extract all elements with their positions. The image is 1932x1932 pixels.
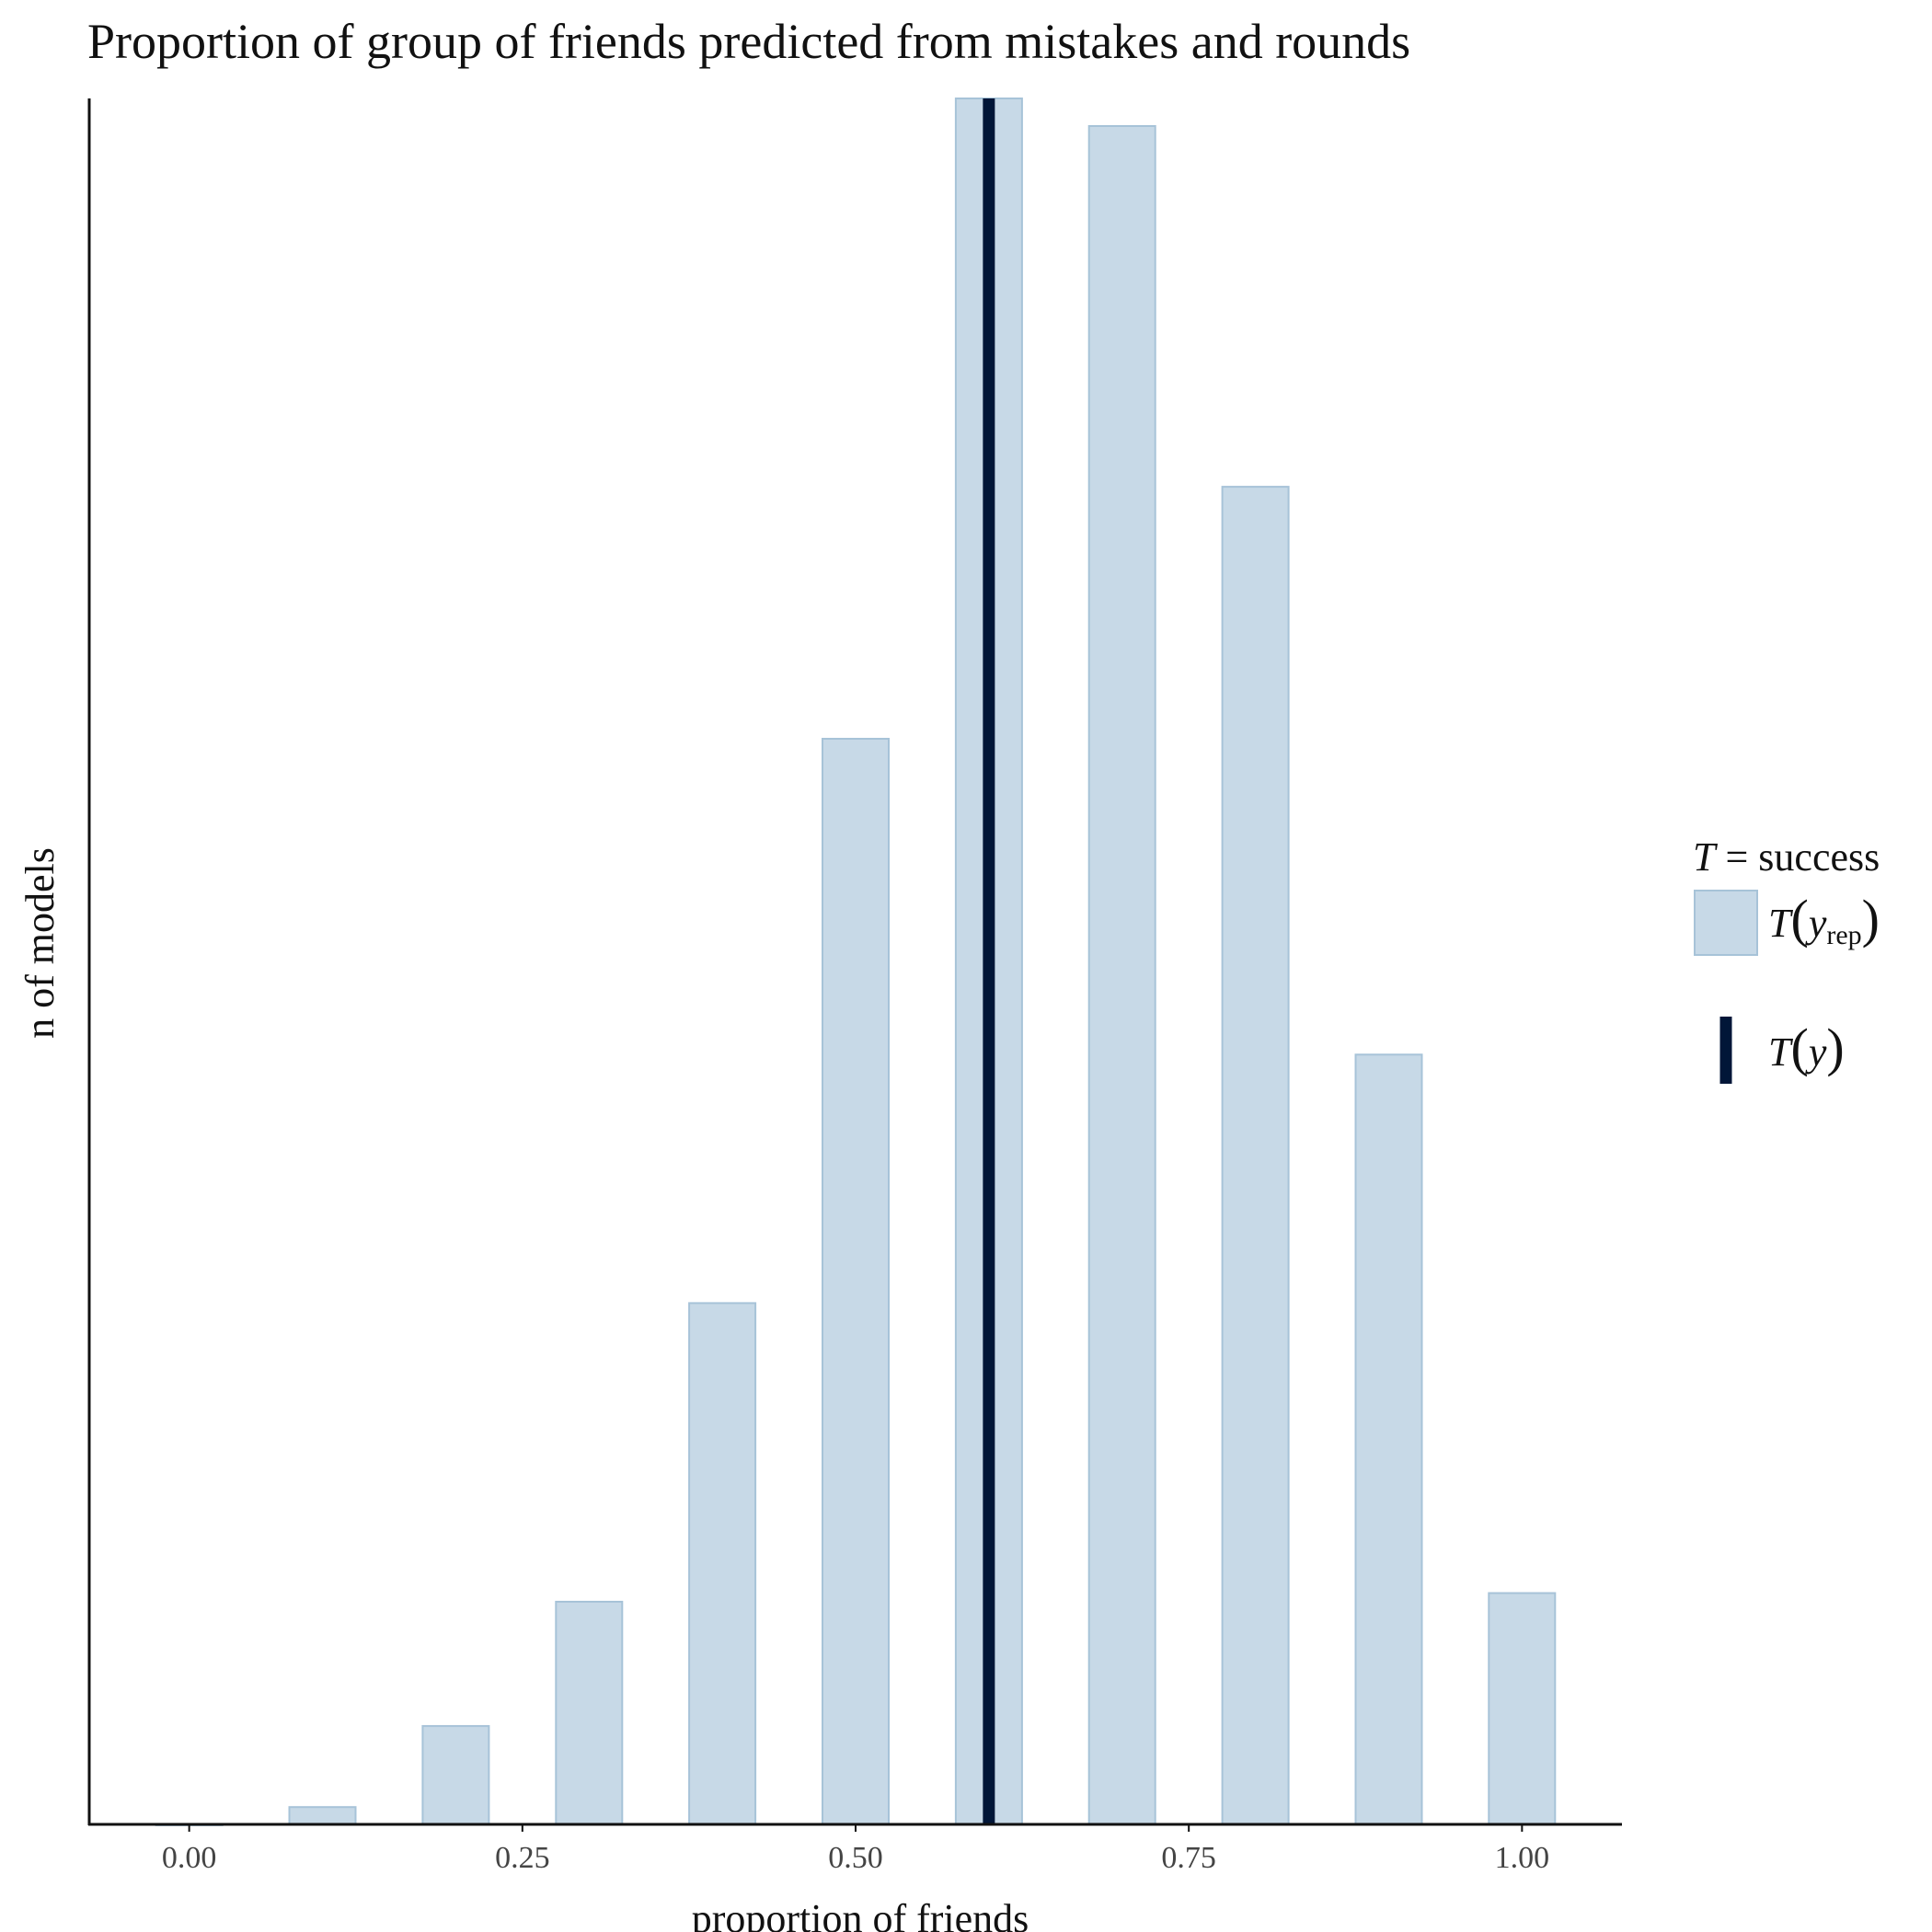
histogram-bar: [421, 1725, 490, 1825]
histogram-bar: [288, 1806, 357, 1825]
histogram-bar: [688, 1302, 757, 1825]
histogram-bar: [1488, 1592, 1557, 1825]
bars-group: [155, 98, 1557, 1826]
histogram-bar: [1087, 125, 1156, 1825]
legend-swatch-replicated: [1694, 890, 1758, 956]
legend-label-replicated: T(yrep): [1768, 889, 1880, 950]
legend-title-symbol: T: [1693, 834, 1719, 880]
x-tick-label: 0.00: [162, 1841, 217, 1875]
x-tick-label: 1.00: [1495, 1841, 1550, 1875]
x-tick-label: 0.50: [828, 1841, 883, 1875]
y-axis-title: n of models: [17, 847, 63, 1039]
x-tick-label: 0.25: [495, 1841, 550, 1875]
histogram-bar: [555, 1601, 624, 1825]
chart-title: Proportion of group of friends predicted…: [87, 14, 1411, 69]
histogram-bar: [1354, 1053, 1423, 1826]
legend-title: T = success: [1693, 834, 1880, 880]
legend: T = success T(yrep) T(y): [1693, 834, 1880, 1084]
legend-title-text: = success: [1715, 834, 1880, 880]
x-axis-title: proportion of friends: [692, 1896, 1029, 1932]
x-tick-label: 0.75: [1161, 1841, 1216, 1875]
legend-label-observed: T(y): [1768, 1018, 1845, 1077]
histogram-bar: [1221, 486, 1290, 1825]
histogram-bar: [822, 738, 890, 1825]
x-ticks-group: 0.00 0.25 0.50 0.75 1.00: [162, 1824, 1549, 1875]
